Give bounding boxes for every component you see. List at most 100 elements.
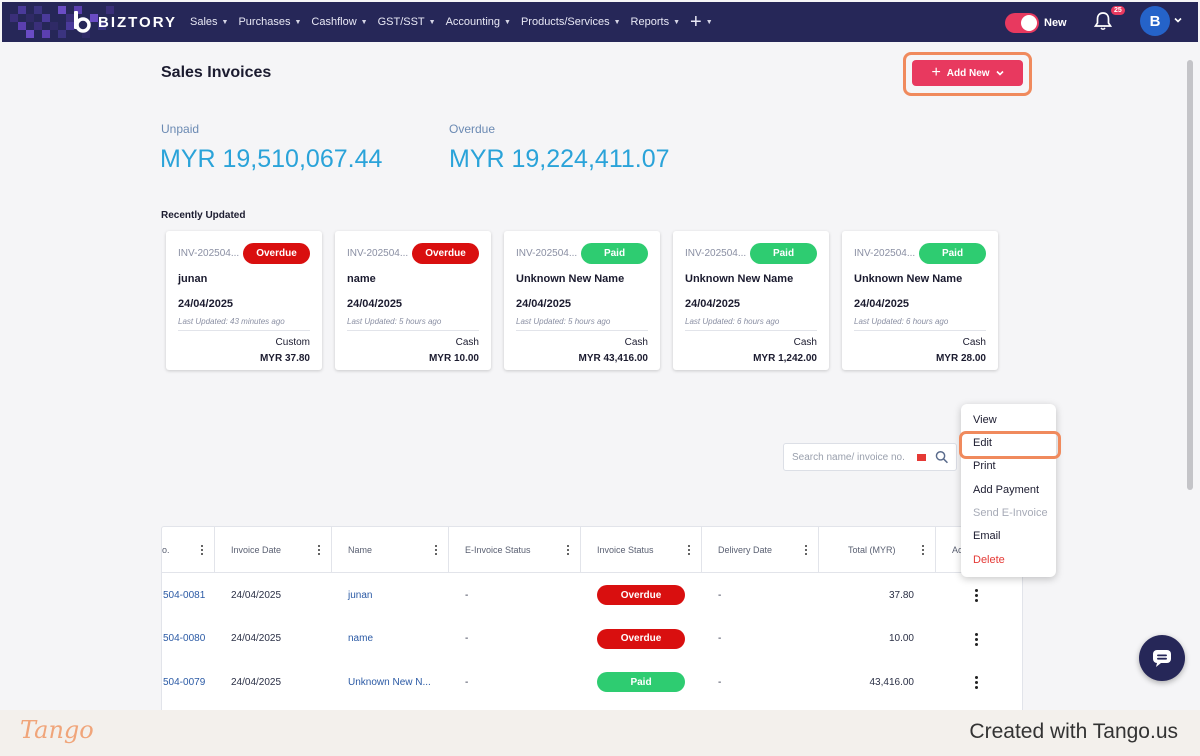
column-label: Delivery Date: [718, 545, 773, 555]
chevron-down-icon: ▼: [428, 18, 436, 26]
menu-item-delete[interactable]: Delete: [973, 554, 1005, 566]
card-last-updated: Last Updated: 5 hours ago: [347, 317, 442, 326]
toggle-knob: [1021, 15, 1037, 31]
card-date: 24/04/2025: [685, 298, 741, 310]
card-date: 24/04/2025: [516, 298, 572, 310]
search-box[interactable]: [783, 443, 957, 471]
cell-invoice-no[interactable]: 504-0080: [163, 633, 206, 644]
chat-button[interactable]: [1139, 635, 1185, 681]
menu-item-view[interactable]: View: [973, 414, 997, 426]
menu-item-add[interactable]: + ▼: [690, 12, 713, 32]
card-divider: [516, 330, 648, 331]
page-scrollbar[interactable]: [1187, 60, 1193, 490]
menu-item-email[interactable]: Email: [973, 530, 1001, 542]
col-total-header[interactable]: Total (MYR): [819, 527, 936, 573]
column-menu-icon[interactable]: [567, 545, 570, 555]
menu-item-accounting[interactable]: Accounting ▼: [446, 16, 511, 28]
cell-name[interactable]: junan: [348, 589, 373, 601]
column-menu-icon[interactable]: [201, 545, 204, 555]
recent-invoice-card[interactable]: INV-202504... Paid Unknown New Name 24/04/2…: [504, 231, 660, 370]
col-invoice-date-header[interactable]: Invoice Date: [215, 527, 332, 573]
chevron-down-icon[interactable]: [1174, 16, 1182, 24]
add-new-label: Add New: [946, 67, 990, 79]
menu-item-gst-sst[interactable]: GST/SST ▼: [378, 16, 436, 28]
column-menu-icon[interactable]: [318, 545, 321, 555]
invoice-table: o. Invoice Date Name E-Invoice Status Invoic…: [161, 526, 1023, 716]
column-menu-icon[interactable]: [688, 545, 691, 555]
card-customer-name: name: [347, 273, 376, 285]
menu-label: GST/SST: [377, 16, 425, 28]
menu-item-purchases[interactable]: Purchases ▼: [238, 16, 301, 28]
search-icon[interactable]: [935, 450, 948, 464]
column-menu-icon[interactable]: [922, 545, 925, 555]
pixel-block: [74, 6, 82, 14]
col-einvoice-status-header[interactable]: E-Invoice Status: [449, 527, 581, 573]
row-actions-kebab-icon[interactable]: [975, 589, 979, 603]
column-menu-icon[interactable]: [805, 545, 808, 555]
bell-icon[interactable]: [1094, 11, 1112, 31]
menu-item-edit[interactable]: Edit: [973, 437, 992, 449]
table-row[interactable]: 504-0081 24/04/2025 junan - Overdue - 37.80: [162, 573, 1022, 617]
card-last-updated: Last Updated: 43 minutes ago: [178, 317, 285, 326]
menu-item-reports[interactable]: Reports ▼: [631, 16, 680, 28]
card-status-badge: Overdue: [412, 243, 479, 264]
cell-invoice-no[interactable]: 504-0081: [163, 589, 206, 601]
table-row[interactable]: 504-0080 24/04/2025 name - Overdue - 10.00: [162, 617, 1022, 661]
brand-logo[interactable]: BIZTORY: [72, 10, 177, 34]
cell-invoice-date: 24/04/2025: [231, 589, 282, 601]
menu-item-products-services[interactable]: Products/Services ▼: [521, 16, 621, 28]
recent-invoice-card[interactable]: INV-202504... Paid Unknown New Name 24/04/2…: [842, 231, 998, 370]
cell-invoice-date: 24/04/2025: [231, 676, 282, 688]
user-avatar[interactable]: B: [1140, 6, 1170, 36]
row-actions-kebab-icon[interactable]: [975, 632, 979, 647]
toggle-label: New: [1044, 17, 1067, 29]
overdue-amount: MYR 19,224,411.07: [449, 145, 670, 173]
recent-invoice-card[interactable]: INV-202504... Overdue junan 24/04/2025 Last …: [166, 231, 322, 370]
unpaid-label: Unpaid: [161, 122, 200, 136]
column-menu-icon[interactable]: [435, 545, 438, 555]
cell-name[interactable]: Unknown New N...: [348, 676, 431, 688]
column-label: Invoice Date: [231, 545, 282, 555]
chevron-down-icon: [995, 70, 1004, 76]
cell-einvoice-status: -: [465, 676, 469, 688]
menu-item-sales[interactable]: Sales ▼: [190, 16, 228, 28]
card-date: 24/04/2025: [178, 298, 234, 310]
col-invoice-no-header[interactable]: o.: [162, 527, 215, 573]
cell-total: 37.80: [888, 589, 914, 601]
card-divider: [685, 330, 817, 331]
col-delivery-date-header[interactable]: Delivery Date: [702, 527, 819, 573]
cell-invoice-date: 24/04/2025: [231, 633, 282, 644]
menu-item-print[interactable]: Print: [973, 460, 996, 472]
card-date: 24/04/2025: [854, 298, 910, 310]
pixel-block: [98, 22, 106, 30]
col-actions-header[interactable]: Act: [936, 527, 1022, 573]
chevron-down-icon: ▼: [613, 18, 621, 26]
card-last-updated: Last Updated: 5 hours ago: [516, 317, 611, 326]
card-payment-method: Cash: [962, 337, 986, 348]
recent-invoice-card[interactable]: INV-202504... Overdue name 24/04/2025 Last U…: [335, 231, 491, 370]
toggle-switch[interactable]: [1005, 13, 1039, 33]
column-label: E-Invoice Status: [465, 545, 531, 555]
table-row[interactable]: 504-0079 24/04/2025 Unknown New N... - Paid -…: [162, 660, 1022, 704]
card-customer-name: junan: [178, 273, 208, 285]
card-payment-method: Custom: [275, 337, 310, 348]
cell-invoice-no[interactable]: 504-0079: [163, 676, 206, 688]
cell-delivery-date: -: [718, 633, 722, 644]
new-ui-toggle[interactable]: New: [1005, 13, 1067, 33]
cell-invoice-status-pill: Overdue: [597, 628, 685, 649]
cell-name[interactable]: name: [348, 633, 374, 644]
recent-invoice-card[interactable]: INV-202504... Paid Unknown New Name 24/04/2…: [673, 231, 829, 370]
card-divider: [854, 330, 986, 331]
col-name-header[interactable]: Name: [332, 527, 449, 573]
row-actions-kebab-icon[interactable]: [975, 676, 979, 690]
card-amount: MYR 1,242.00: [753, 353, 817, 364]
menu-item-cashflow[interactable]: Cashflow ▼: [311, 16, 367, 28]
card-customer-name: Unknown New Name: [516, 273, 625, 285]
card-last-updated: Last Updated: 6 hours ago: [854, 317, 949, 326]
menu-item-add-payment[interactable]: Add Payment: [973, 484, 1040, 496]
column-label: o.: [162, 545, 170, 555]
add-new-button[interactable]: + Add New: [912, 60, 1023, 86]
search-input[interactable]: [792, 451, 917, 463]
menu-label: Accounting: [445, 16, 501, 28]
col-invoice-status-header[interactable]: Invoice Status: [581, 527, 702, 573]
